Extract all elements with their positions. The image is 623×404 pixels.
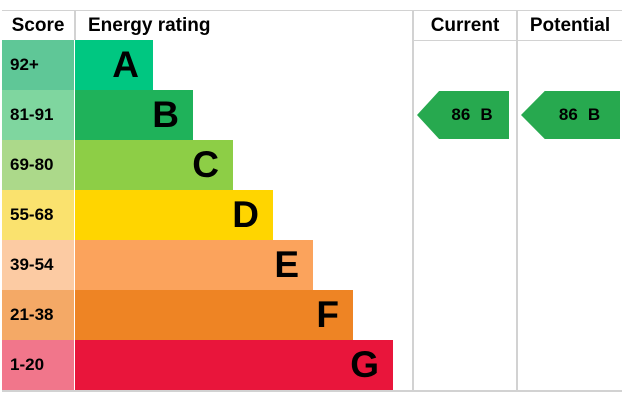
potential-column-divider xyxy=(516,10,518,392)
potential-rating-band: B xyxy=(587,105,601,124)
band-letter: E xyxy=(274,244,299,285)
band-bar-f: F xyxy=(75,290,353,340)
band-letter: D xyxy=(232,194,259,235)
header-potential: Potential xyxy=(518,11,622,40)
band-letter: G xyxy=(350,344,379,385)
band-score-label: 1-20 xyxy=(10,355,45,374)
table-bottom-border xyxy=(2,390,622,392)
band-score-label: 69-80 xyxy=(10,155,54,174)
band-bar-b: B xyxy=(75,90,193,140)
band-letter: F xyxy=(316,294,339,335)
potential-rating-value: 86 xyxy=(558,105,578,124)
header-score: Score xyxy=(2,11,74,40)
current-rating-arrow: 86 B xyxy=(417,91,509,139)
band-bar-e: E xyxy=(75,240,313,290)
band-score-a: 92+ xyxy=(2,40,74,90)
band-score-label: 92+ xyxy=(10,55,39,74)
band-score-label: 81-91 xyxy=(10,105,54,124)
band-letter: B xyxy=(152,94,179,135)
current-column-divider xyxy=(412,10,414,392)
header-current: Current xyxy=(414,11,516,40)
band-score-label: 55-68 xyxy=(10,205,54,224)
header-energy-rating-label: Energy rating xyxy=(88,14,211,36)
potential-rating-arrow: 86 B xyxy=(521,91,620,139)
band-bar-d: D xyxy=(75,190,273,240)
table-top-border xyxy=(2,10,622,11)
band-score-e: 39-54 xyxy=(2,240,74,290)
score-column-divider xyxy=(74,10,76,40)
current-rating-value: 86 xyxy=(451,105,471,124)
band-score-c: 69-80 xyxy=(2,140,74,190)
band-letter: C xyxy=(192,144,219,185)
band-score-label: 21-38 xyxy=(10,305,54,324)
header-current-label: Current xyxy=(430,14,500,36)
header-score-label: Score xyxy=(11,14,65,36)
band-score-label: 39-54 xyxy=(10,255,54,274)
header-potential-label: Potential xyxy=(529,14,611,36)
band-bar-a: A xyxy=(75,40,153,90)
band-score-d: 55-68 xyxy=(2,190,74,240)
band-bar-c: C xyxy=(75,140,233,190)
band-score-f: 21-38 xyxy=(2,290,74,340)
header-energy-rating: Energy rating xyxy=(88,11,408,40)
potential-header-underline xyxy=(518,40,622,41)
band-letter: A xyxy=(112,44,139,85)
band-score-b: 81-91 xyxy=(2,90,74,140)
current-header-underline xyxy=(414,40,516,41)
current-rating-band: B xyxy=(480,105,493,124)
band-bar-g: G xyxy=(75,340,393,390)
band-score-g: 1-20 xyxy=(2,340,74,390)
